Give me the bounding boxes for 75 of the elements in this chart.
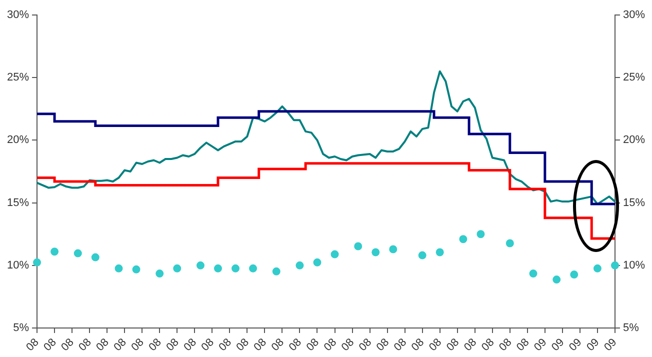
point: [272, 267, 280, 276]
x-tick-label: 08: [409, 336, 427, 354]
point: [506, 239, 514, 248]
point: [91, 253, 100, 262]
x-tick-label: 09: [584, 336, 602, 354]
point: [33, 258, 42, 266]
point: [214, 264, 222, 272]
point: [132, 265, 140, 274]
y2-tick-label: 15%: [622, 196, 646, 209]
x-tick-label: 08: [480, 336, 497, 354]
point: [50, 248, 59, 256]
point: [114, 264, 123, 272]
point: [476, 230, 485, 238]
y-tick-label: 10%: [6, 259, 30, 272]
x-tick-label: 08: [304, 336, 322, 354]
point: [313, 258, 322, 266]
point: [389, 245, 398, 254]
x-tick-label: 08: [286, 336, 304, 354]
x-tick-label: 09: [532, 336, 550, 354]
point: [552, 276, 561, 284]
y-tick-label: 20%: [6, 134, 30, 146]
x-tick-label: 08: [164, 336, 182, 354]
y2-tick-label: 20%: [622, 134, 646, 146]
point: [330, 250, 339, 258]
x-tick-label: 08: [252, 336, 269, 354]
point: [156, 270, 164, 278]
x-tick-label: 08: [234, 336, 252, 354]
point: [173, 264, 182, 272]
point: [570, 270, 578, 279]
y-tick-label: 30%: [6, 9, 30, 22]
point: [610, 261, 619, 270]
x-tick-label: 08: [374, 336, 392, 354]
point: [593, 264, 602, 272]
point: [529, 270, 538, 278]
y2-tick-label: 10%: [622, 259, 646, 272]
point: [249, 264, 258, 272]
y-tick-label: 15%: [6, 196, 30, 209]
x-tick-label: 08: [462, 336, 480, 354]
x-tick-label: 08: [112, 336, 129, 354]
point: [372, 248, 380, 256]
x-tick-label: 08: [322, 336, 340, 354]
x-tick-label: 08: [129, 336, 146, 354]
x-tick-label: 08: [269, 336, 286, 354]
y2-tick-label: 30%: [622, 9, 646, 22]
point: [459, 235, 468, 244]
x-tick-label: 08: [42, 336, 59, 354]
x-tick-label: 08: [59, 336, 76, 354]
x-tick-label: 08: [182, 336, 199, 354]
x-tick-label: 08: [444, 336, 462, 354]
point: [296, 261, 304, 270]
x-tick-label: 08: [339, 336, 357, 354]
x-tick-label: 08: [146, 336, 164, 354]
x-tick-label: 09: [602, 336, 620, 354]
point: [436, 248, 444, 256]
y-tick-label: 5%: [13, 322, 30, 334]
point: [418, 251, 426, 260]
x-tick-label: 08: [216, 336, 234, 354]
y2-tick-label: 5%: [622, 322, 640, 334]
x-tick-label: 08: [514, 336, 532, 354]
point: [232, 264, 240, 272]
x-tick-label: 08: [199, 336, 216, 354]
x-tick-label: 08: [356, 336, 374, 354]
x-tick-label: 08: [426, 336, 444, 354]
x-tick-label: 08: [94, 336, 112, 354]
x-tick-label: 09: [567, 336, 584, 354]
point: [196, 261, 204, 270]
point: [354, 242, 362, 250]
point: [74, 249, 82, 258]
y-tick-label: 25%: [6, 72, 30, 84]
x-tick-label: 08: [392, 336, 410, 354]
y2-tick-label: 25%: [622, 72, 646, 84]
x-tick-label: 08: [24, 336, 42, 354]
x-tick-label: 08: [497, 336, 514, 354]
x-tick-label: 09: [550, 336, 567, 354]
x-tick-label: 08: [76, 336, 94, 354]
